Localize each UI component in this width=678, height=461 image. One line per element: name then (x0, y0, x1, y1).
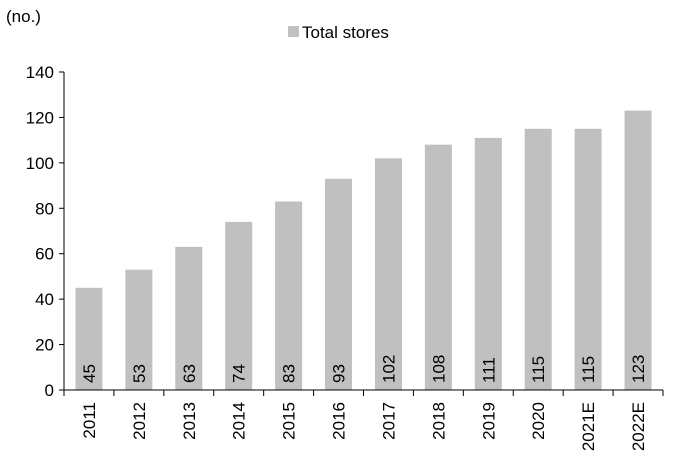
bar (125, 269, 153, 390)
bar (524, 128, 552, 391)
x-tick-label: 2011 (80, 402, 99, 439)
legend-label: Total stores (302, 23, 389, 42)
bar-value-label: 102 (379, 355, 398, 383)
bar-value-label: 115 (579, 356, 598, 383)
y-tick-label: 100 (26, 154, 54, 173)
y-tick-label: 0 (45, 381, 54, 400)
bar-value-label: 108 (429, 355, 448, 383)
y-tick-label: 20 (35, 336, 54, 355)
bar (225, 221, 253, 390)
x-tick-label: 2019 (479, 402, 498, 440)
x-tick-label: 2015 (280, 402, 299, 440)
bar (624, 110, 652, 390)
bar (474, 137, 502, 390)
bar-value-label: 45 (80, 364, 99, 383)
legend: Total stores (288, 23, 389, 42)
x-tick-label: 2017 (379, 402, 398, 440)
y-tick-label: 40 (35, 290, 54, 309)
x-tick-label: 2022E (629, 402, 648, 451)
bar (325, 178, 353, 390)
x-tick-label: 2012 (130, 402, 149, 440)
x-tick-label: 2014 (230, 402, 249, 440)
y-axis: 0 20 40 60 80 100 120 140 (26, 63, 65, 400)
bar (574, 128, 602, 391)
y-tick-label: 140 (26, 63, 54, 82)
bar-value-label: 53 (130, 364, 149, 383)
bar (424, 144, 452, 390)
x-axis: 2011 2012 2013 2014 2015 2016 2017 2018 2019 2020… (63, 389, 664, 451)
x-tick-label: 2021E (579, 402, 598, 451)
x-tick-label: 2020 (529, 402, 548, 440)
bar-value-label: 93 (330, 364, 349, 383)
x-tick-label: 2016 (330, 402, 349, 440)
bars: 45 53 63 74 83 93 102 108 111 115 115 123 (75, 110, 652, 391)
bar (75, 287, 103, 390)
bar-value-label: 111 (479, 357, 498, 383)
bar-value-label: 83 (280, 364, 299, 383)
y-unit-label: (no.) (6, 7, 41, 26)
y-tick-label: 60 (35, 245, 54, 264)
y-tick-label: 80 (35, 199, 54, 218)
bar-value-label: 74 (230, 364, 249, 383)
bar-value-label: 123 (629, 355, 648, 383)
bar (175, 246, 203, 390)
legend-swatch (288, 26, 299, 37)
bar-value-label: 115 (529, 356, 548, 383)
bar (374, 158, 402, 390)
y-tick-label: 120 (26, 108, 54, 127)
x-tick-label: 2018 (429, 402, 448, 440)
x-tick-label: 2013 (180, 402, 199, 440)
bar (275, 201, 303, 390)
bar-value-label: 63 (180, 364, 199, 383)
